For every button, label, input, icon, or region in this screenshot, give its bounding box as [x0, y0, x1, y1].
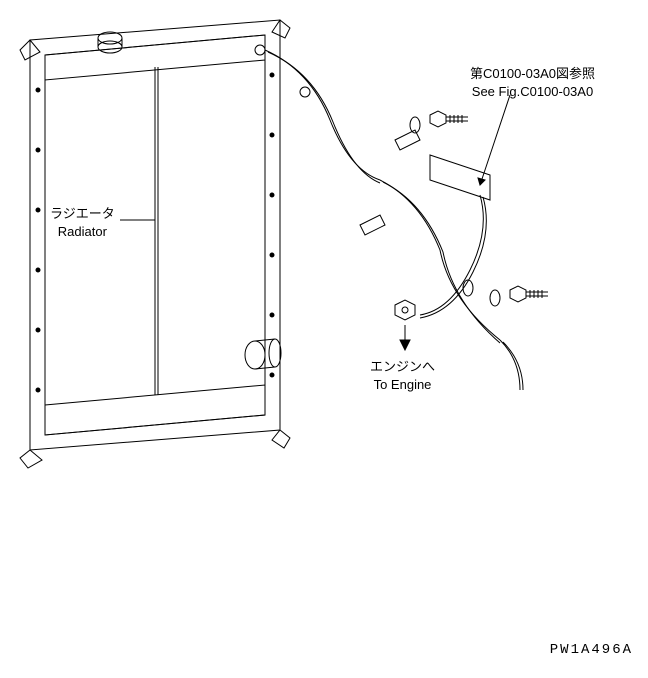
radiator-label-en: Radiator [50, 223, 115, 241]
diagram-container: ラジエータ Radiator 第C0100-03A0図参照 See Fig.C0… [0, 0, 648, 673]
reference-label: 第C0100-03A0図参照 See Fig.C0100-03A0 [470, 65, 595, 101]
radiator-label-jp: ラジエータ [50, 205, 115, 223]
engine-label-jp: エンジンへ [370, 358, 435, 376]
reference-label-jp: 第C0100-03A0図参照 [470, 65, 595, 83]
reference-label-en: See Fig.C0100-03A0 [470, 83, 595, 101]
radiator-label: ラジエータ Radiator [50, 205, 115, 241]
part-code: PW1A496A [550, 642, 633, 658]
engine-label-en: To Engine [370, 376, 435, 394]
engine-label: エンジンへ To Engine [370, 358, 435, 394]
